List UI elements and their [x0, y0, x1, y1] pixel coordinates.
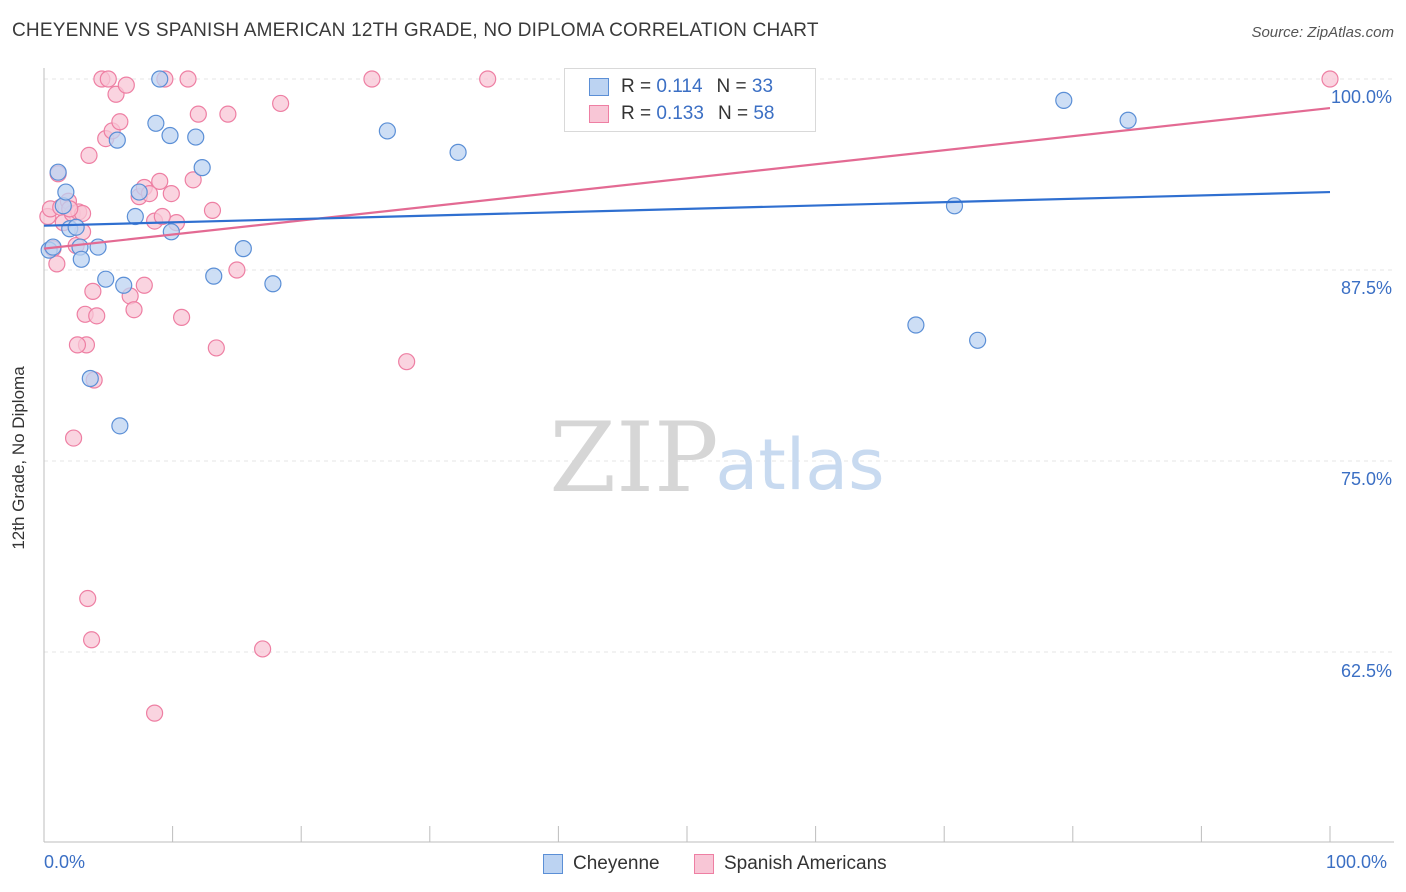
data-point: [126, 207, 144, 226]
data-point: [162, 223, 180, 241]
data-point: [203, 201, 222, 220]
n-value: 33: [751, 76, 774, 97]
data-point: [398, 353, 416, 371]
y-tick-label: 75.0%: [1340, 469, 1392, 489]
data-point: [945, 197, 964, 215]
cheyenne-points: [40, 70, 1137, 435]
data-point: [68, 336, 87, 354]
data-point: [153, 207, 171, 226]
spanish-swatch: [589, 105, 609, 123]
data-point: [228, 261, 246, 279]
y-tick-label: 62.5%: [1340, 661, 1392, 681]
y-axis-label: 12th Grade, No Diploma: [9, 366, 28, 550]
chart-title: CHEYENNE VS SPANISH AMERICAN 12TH GRADE,…: [12, 20, 819, 41]
data-point: [145, 704, 164, 722]
legend-row-cheyenne: R = 0.114 N = 33: [589, 75, 773, 99]
trend-lines: [43, 106, 1331, 250]
watermark: ZIP atlas: [549, 402, 884, 514]
data-point: [179, 70, 197, 88]
y-tick-label: 87.5%: [1340, 278, 1392, 298]
cheyenne-swatch: [589, 78, 609, 96]
data-point: [135, 276, 153, 294]
stats-legend: R = 0.114 N = 33 R = 0.133 N = 58: [564, 68, 816, 132]
watermark-atlas: atlas: [715, 424, 884, 506]
data-point: [189, 105, 207, 123]
data-point: [81, 369, 99, 388]
legend-row-spanish: R = 0.133 N = 58: [589, 102, 774, 126]
data-point: [479, 70, 497, 88]
data-point: [117, 76, 135, 94]
data-point: [272, 94, 290, 113]
data-point: [125, 301, 143, 319]
data-point: [219, 105, 237, 123]
n-label: N =: [717, 103, 749, 124]
data-point: [234, 240, 252, 258]
r-label: R =: [621, 103, 652, 124]
r-value: 0.133: [656, 103, 704, 124]
x-tick-label-min: 0.0%: [44, 852, 86, 872]
data-point: [97, 270, 115, 288]
data-point: [161, 126, 179, 145]
x-tick-label-max: 100.0%: [1326, 852, 1388, 872]
data-point: [67, 218, 85, 236]
data-point: [80, 146, 98, 164]
gridlines: [44, 78, 1394, 653]
data-point: [111, 417, 129, 435]
data-point: [79, 589, 97, 608]
cheyenne-legend-swatch: [543, 854, 563, 874]
data-point: [72, 250, 90, 268]
data-point: [205, 267, 223, 285]
data-point: [187, 128, 205, 146]
data-point: [82, 631, 101, 649]
data-point: [151, 70, 169, 88]
spanish-legend-swatch: [694, 854, 714, 874]
legend-item-cheyenne: Cheyenne: [543, 852, 660, 876]
data-point: [64, 429, 83, 447]
spanish-legend-label: Spanish Americans: [724, 853, 887, 874]
data-point: [111, 113, 129, 131]
y-tick-label: 100.0%: [1330, 87, 1392, 107]
legend-item-spanish: Spanish Americans: [694, 852, 887, 876]
data-point: [115, 276, 133, 294]
cheyenne-trend-line: [43, 190, 1331, 227]
data-point: [57, 183, 75, 201]
source-label: Source: ZipAtlas.com: [1251, 24, 1394, 41]
spanish-americans-points: [39, 70, 1339, 722]
watermark-zip: ZIP: [549, 402, 718, 514]
n-value: 58: [753, 103, 775, 124]
data-point: [173, 308, 191, 326]
data-point: [193, 159, 211, 177]
r-label: R =: [621, 76, 652, 97]
data-point: [162, 185, 180, 203]
data-point: [49, 163, 67, 181]
spanish-trend-line: [43, 106, 1331, 250]
data-point: [1119, 111, 1137, 129]
data-point: [264, 275, 282, 293]
data-point: [1055, 91, 1073, 109]
data-point: [254, 640, 272, 658]
data-point: [88, 307, 106, 325]
data-point: [147, 114, 165, 132]
data-point: [207, 339, 225, 357]
data-point: [130, 183, 148, 201]
data-point: [108, 131, 126, 149]
cheyenne-legend-label: Cheyenne: [573, 853, 660, 874]
axes: [43, 68, 1394, 843]
data-point: [363, 70, 381, 88]
data-point: [378, 122, 396, 140]
data-point: [99, 70, 117, 88]
data-point: [84, 282, 102, 300]
data-point: [151, 172, 169, 190]
data-point: [969, 331, 987, 349]
data-point: [1321, 70, 1339, 88]
data-point: [907, 316, 925, 334]
data-point: [184, 171, 202, 189]
n-label: N =: [716, 76, 747, 97]
data-point: [449, 143, 467, 161]
r-value: 0.114: [656, 76, 703, 97]
data-point: [48, 255, 66, 273]
